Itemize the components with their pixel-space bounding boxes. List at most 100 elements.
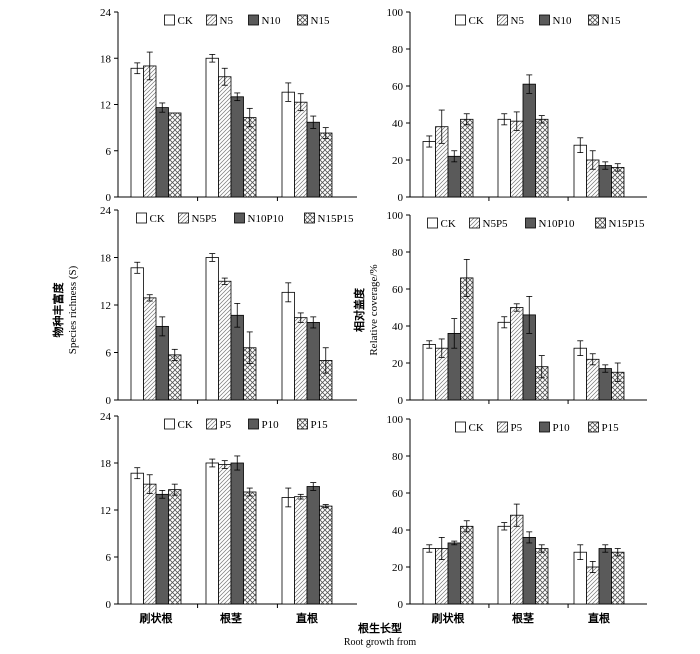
legend-label-CK: CK: [469, 422, 484, 434]
legend-swatch-N10: [539, 14, 550, 26]
y-tick-label: 24: [100, 411, 112, 423]
legend-label-P10: P10: [553, 422, 571, 434]
panel-1: 0 6 12 18 24 CK N5 N10 N15: [100, 7, 357, 204]
legend-swatch-CK: [427, 217, 438, 229]
bar-CK-2: [205, 462, 219, 605]
bar-CK-3: [281, 91, 295, 198]
legend-label-CK: CK: [469, 15, 484, 27]
bar-N5-2: [510, 120, 524, 198]
bar-N15-1: [168, 112, 182, 198]
legend: CK N5P5 N10P10 N15P15: [427, 217, 646, 230]
bar-N10-3: [306, 121, 320, 198]
bar-CK-3: [281, 497, 295, 605]
bar-P10-3: [306, 486, 320, 605]
bar-N15-1: [460, 118, 474, 198]
y-tick-label: 0: [106, 192, 112, 204]
bar-P10-3: [598, 548, 612, 605]
legend-label-N5P5: N5P5: [192, 213, 218, 225]
y-tick-label: 100: [387, 210, 404, 222]
panel-6: 0 20 40 60 80 100 刷状根 根茎 直根 CK P5 P10 P15: [387, 414, 647, 625]
bar-P5-3: [294, 496, 308, 605]
legend-label-N5: N5: [220, 15, 234, 27]
legend: CK N5P5 N10P10 N15P15: [136, 212, 355, 225]
legend-swatch-P5: [497, 421, 508, 433]
legend-swatch-CK: [455, 421, 466, 433]
bar-N5P5-3: [294, 317, 308, 401]
bar-N10P10-2: [230, 314, 244, 401]
x-category-label: 刷状根: [140, 611, 174, 625]
bar-CK-3: [281, 291, 295, 401]
left-axis-title-en: Species richness (S): [67, 265, 79, 354]
legend-label-N10P10: N10P10: [539, 218, 576, 230]
x-category-label: 根茎: [220, 611, 242, 625]
legend: CK P5 P10 P15: [164, 418, 329, 431]
bar-N15-2: [535, 118, 549, 198]
legend-label-P15: P15: [311, 419, 329, 431]
y-tick-label: 18: [100, 458, 112, 470]
y-tick-label: 6: [106, 146, 112, 158]
y-tick-label: 40: [392, 525, 404, 537]
legend-label-N5P5: N5P5: [483, 218, 509, 230]
bar-N10-3: [598, 165, 612, 198]
bar-N5P5-3: [586, 358, 600, 401]
legend-swatch-N10P10: [525, 217, 536, 229]
legend-label-CK: CK: [150, 213, 165, 225]
legend-label-P5: P5: [220, 419, 232, 431]
bar-P15-1: [168, 489, 182, 605]
left-axis-title-cn: 物种丰富度: [51, 282, 65, 338]
bar-N10P10-3: [598, 368, 612, 401]
y-tick-label: 100: [387, 414, 404, 426]
legend-label-P15: P15: [602, 422, 620, 434]
bar-P10-2: [522, 537, 536, 605]
bottom-axis-title-cn: 根生长型: [358, 621, 402, 635]
bar-CK-1: [130, 472, 144, 605]
legend-swatch-P10: [539, 421, 550, 433]
legend-label-CK: CK: [441, 218, 456, 230]
bar-N15-3: [319, 132, 333, 198]
y-tick-label: 40: [392, 118, 404, 130]
bar-P15-2: [535, 548, 549, 605]
y-tick-label: 20: [392, 155, 404, 167]
left-axis-title-group: 物种丰富度 Species richness (S): [51, 265, 79, 354]
bar-P10-1: [155, 493, 169, 605]
bar-N5-3: [294, 101, 308, 198]
y-tick-label: 0: [398, 599, 404, 611]
bar-N10-1: [447, 155, 461, 198]
legend-label-CK: CK: [178, 419, 193, 431]
legend-label-N15P15: N15P15: [318, 213, 355, 225]
bar-P10-1: [447, 542, 461, 605]
legend-label-P5: P5: [511, 422, 523, 434]
bar-P15-1: [460, 525, 474, 605]
right-axis-title-en: Relative coverage/%: [368, 264, 380, 355]
y-tick-label: 80: [392, 247, 404, 259]
y-tick-label: 18: [100, 53, 112, 65]
legend: CK P5 P10 P15: [455, 421, 620, 434]
legend-swatch-N15P15: [304, 212, 315, 224]
bar-CK-1: [422, 141, 436, 198]
bar-N5P5-1: [143, 297, 157, 401]
bar-CK-2: [497, 321, 511, 401]
bar-N10P10-1: [155, 325, 169, 401]
x-category-label: 直根: [588, 611, 611, 625]
bar-N10P10-3: [306, 322, 320, 401]
y-tick-label: 0: [398, 192, 404, 204]
legend-label-N15P15: N15P15: [609, 218, 646, 230]
legend-label-N10: N10: [262, 15, 281, 27]
y-tick-label: 100: [387, 7, 404, 19]
bar-CK-1: [130, 67, 144, 198]
legend-label-N10P10: N10P10: [248, 213, 285, 225]
legend-label-P10: P10: [262, 419, 280, 431]
legend-swatch-P15: [588, 421, 599, 433]
bottom-axis-title-en: Root growth from: [344, 637, 416, 648]
y-tick-label: 12: [100, 100, 111, 112]
bar-N15P15-1: [168, 354, 182, 401]
x-category-label: 刷状根: [432, 611, 466, 625]
legend-swatch-CK: [136, 212, 147, 224]
right-axis-title-cn: 相对盖度: [352, 287, 366, 332]
y-tick-label: 6: [106, 552, 112, 564]
legend-swatch-CK: [455, 14, 466, 26]
y-tick-label: 80: [392, 451, 404, 463]
right-axis-title-group: 相对盖度 Relative coverage/%: [352, 264, 380, 355]
bar-N15-2: [243, 117, 257, 198]
